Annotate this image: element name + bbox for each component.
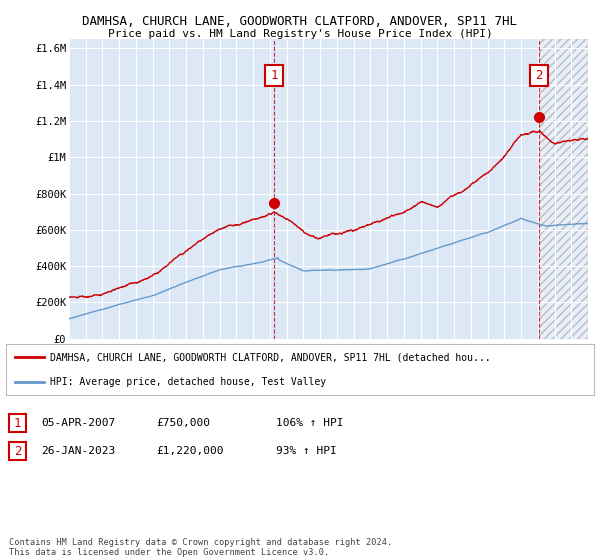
Text: Contains HM Land Registry data © Crown copyright and database right 2024.
This d: Contains HM Land Registry data © Crown c… (9, 538, 392, 557)
Text: 26-JAN-2023: 26-JAN-2023 (41, 446, 115, 456)
Text: £750,000: £750,000 (156, 418, 210, 428)
Text: 1: 1 (14, 417, 21, 430)
Text: DAMHSA, CHURCH LANE, GOODWORTH CLATFORD, ANDOVER, SP11 7HL (detached hou...: DAMHSA, CHURCH LANE, GOODWORTH CLATFORD,… (50, 352, 491, 362)
Bar (539, 39, 588, 339)
Text: 93% ↑ HPI: 93% ↑ HPI (276, 446, 337, 456)
Text: 2: 2 (535, 69, 542, 82)
Text: £1,220,000: £1,220,000 (156, 446, 223, 456)
Text: 05-APR-2007: 05-APR-2007 (41, 418, 115, 428)
Bar (539, 39, 588, 339)
Text: HPI: Average price, detached house, Test Valley: HPI: Average price, detached house, Test… (50, 377, 326, 387)
Text: 2: 2 (14, 445, 21, 458)
Text: 106% ↑ HPI: 106% ↑ HPI (276, 418, 343, 428)
Bar (539, 39, 588, 339)
Text: DAMHSA, CHURCH LANE, GOODWORTH CLATFORD, ANDOVER, SP11 7HL: DAMHSA, CHURCH LANE, GOODWORTH CLATFORD,… (83, 15, 517, 27)
Text: Price paid vs. HM Land Registry's House Price Index (HPI): Price paid vs. HM Land Registry's House … (107, 29, 493, 39)
Text: 1: 1 (271, 69, 278, 82)
